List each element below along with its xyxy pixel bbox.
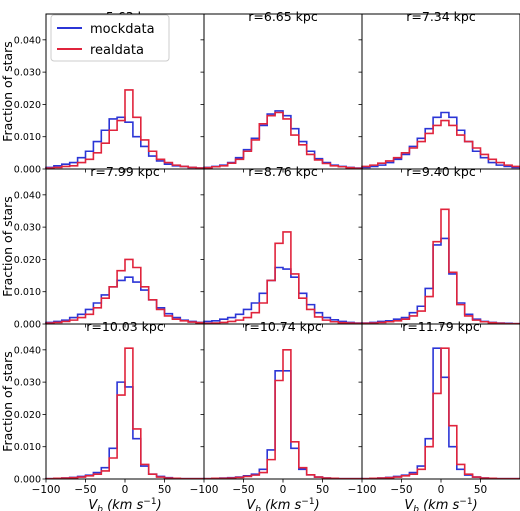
x-tick-label: −100 xyxy=(348,484,377,496)
histogram-mockdata xyxy=(45,116,205,169)
panel-frame xyxy=(361,323,520,480)
y-axis-label: Fraction of stars xyxy=(0,41,15,142)
y-tick-label: 0.030 xyxy=(14,378,41,389)
panel-title: r=10.74 kpc xyxy=(244,319,322,334)
panel-frame xyxy=(45,168,205,325)
histogram-mockdata xyxy=(203,266,363,324)
histogram-realdata xyxy=(45,89,205,169)
y-tick-label: 0.030 xyxy=(14,68,41,79)
y-tick-label: 0.010 xyxy=(14,132,41,143)
panel-2: r=6.65 kpc xyxy=(200,9,363,173)
y-tick-label: 0.040 xyxy=(14,190,41,201)
y-axis-label: Fraction of stars xyxy=(0,196,15,297)
panel-title: r=10.03 kpc xyxy=(86,319,164,334)
y-tick-label: 0.040 xyxy=(14,35,41,46)
x-tick-label: −50 xyxy=(232,484,254,496)
legend-label-mockdata: mockdata xyxy=(90,22,155,37)
histogram-realdata xyxy=(361,119,520,169)
panel-title: r=7.99 kpc xyxy=(90,164,160,179)
panel-grid: r=5.63 kpc0.0000.0100.0200.0300.040Fract… xyxy=(0,9,520,511)
panel-6: r=9.40 kpc xyxy=(358,164,520,328)
panel-frame xyxy=(361,13,520,170)
histogram-realdata xyxy=(203,231,363,325)
y-axis-label: Fraction of stars xyxy=(0,351,15,452)
panel-title: r=11.79 kpc xyxy=(402,319,480,334)
histogram-mockdata xyxy=(45,276,205,324)
panel-5: r=8.76 kpc xyxy=(200,164,363,328)
histogram-realdata xyxy=(45,347,205,480)
panel-title: r=6.65 kpc xyxy=(248,9,318,24)
histogram-mockdata xyxy=(45,381,205,480)
x-tick-label: 0 xyxy=(280,484,287,496)
y-tick-label: 0.020 xyxy=(14,255,41,266)
y-tick-label: 0.010 xyxy=(14,442,41,453)
y-tick-label: 0.020 xyxy=(14,410,41,421)
panel-title: r=8.76 kpc xyxy=(248,164,318,179)
y-tick-label: 0.020 xyxy=(14,100,41,111)
panel-7: r=10.03 kpc 0.000 0.010 0.020 0.030 0.040 −100… xyxy=(0,319,205,511)
y-tick-label: 0.000 xyxy=(14,475,41,486)
y-tick-label: 0.030 xyxy=(14,223,41,234)
histogram-realdata xyxy=(203,111,363,170)
x-tick-label: −50 xyxy=(390,484,412,496)
legend-label-realdata: realdata xyxy=(90,43,144,58)
y-tick-label: 0.000 xyxy=(14,320,41,331)
x-axis-label: Vb (km s−1) xyxy=(88,497,161,511)
x-tick-label: −100 xyxy=(32,484,61,496)
y-tick-label: 0.010 xyxy=(14,287,41,298)
x-tick-label: 50 xyxy=(316,484,329,496)
x-tick-label: −100 xyxy=(190,484,219,496)
panel-title: r=9.40 kpc xyxy=(406,164,476,179)
histogram-realdata xyxy=(361,208,520,325)
x-axis-label: Vb (km s−1) xyxy=(404,497,477,511)
x-tick-label: −50 xyxy=(74,484,96,496)
panel-frame xyxy=(203,323,363,480)
histogram-mockdata xyxy=(203,370,363,480)
panel-title: r=7.34 kpc xyxy=(406,9,476,24)
histogram-realdata xyxy=(203,349,363,480)
x-axis-label: Vb (km s−1) xyxy=(246,497,319,511)
panel-frame xyxy=(203,168,363,325)
panel-4: r=7.99 kpc 0.000 0.010 0.020 0.030 0.040Fract… xyxy=(0,164,205,331)
panel-frame xyxy=(45,323,205,480)
legend: mockdata realdata xyxy=(50,14,170,62)
panel-3: r=7.34 kpc xyxy=(358,9,520,173)
histogram-realdata xyxy=(45,258,205,324)
histogram-mockdata xyxy=(361,237,520,325)
x-tick-label: 50 xyxy=(158,484,171,496)
y-tick-label: 0.000 xyxy=(14,165,41,176)
x-tick-label: 0 xyxy=(122,484,129,496)
x-tick-label: 0 xyxy=(438,484,445,496)
panel-frame xyxy=(203,13,363,170)
histogram-realdata xyxy=(361,347,520,480)
x-tick-label: 50 xyxy=(474,484,487,496)
panel-frame xyxy=(361,168,520,325)
y-tick-label: 0.040 xyxy=(14,345,41,356)
